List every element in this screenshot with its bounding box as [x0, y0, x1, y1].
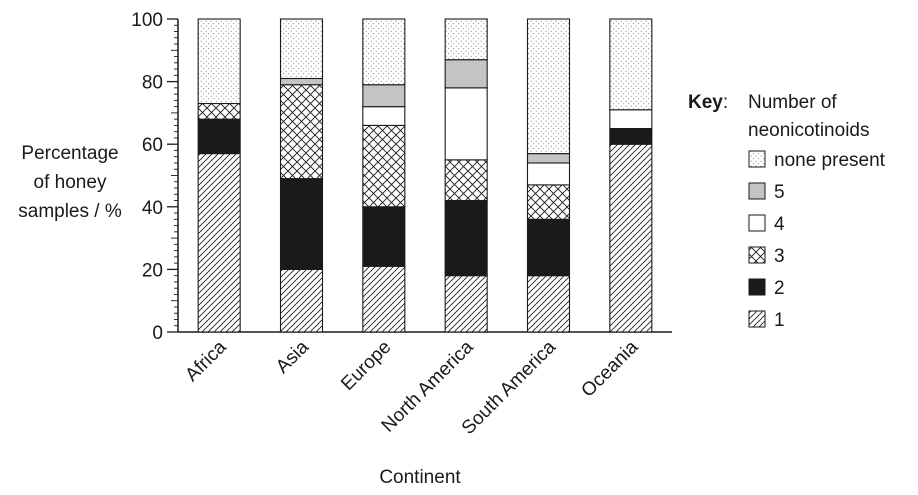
- x-axis-label: Continent: [379, 467, 461, 488]
- y-axis-label-line-1: Percentage: [21, 143, 118, 164]
- legend-label-5: 5: [774, 182, 785, 203]
- bar-segment-africa-1: [197, 153, 241, 333]
- y-axis-label-line-2: of honey: [34, 172, 107, 193]
- bar-segment-south-america-none-present: [526, 18, 571, 155]
- axes: 0 20 40 60 80 100: [131, 10, 672, 344]
- bar-segment-north-america-4: [444, 87, 488, 161]
- legend-title-line-1: Number of: [748, 92, 837, 113]
- legend-key-label: Key:: [688, 92, 728, 113]
- bar-segment-south-america-1: [526, 275, 571, 333]
- x-tick-label-africa: Africa: [182, 336, 231, 385]
- legend: Key: Number of neonicotinoids none prese…: [688, 92, 886, 331]
- bar-segment-africa-none-present: [197, 18, 241, 105]
- bar-segment-europe-5: [362, 84, 406, 108]
- bar-segment-europe-4: [362, 106, 406, 126]
- y-tick-label: 100: [131, 10, 163, 31]
- legend-swatch-4: [748, 214, 766, 232]
- bar-segment-europe-none-present: [362, 18, 406, 86]
- legend-label-1: 1: [774, 310, 785, 331]
- bar-segment-asia-5: [279, 77, 324, 86]
- bar-segment-asia-3: [279, 84, 324, 180]
- bar-segment-south-america-2: [526, 218, 571, 277]
- legend-label-none-present: none present: [774, 150, 886, 171]
- bar-segment-asia-1: [279, 268, 324, 333]
- bar-segment-africa-3: [197, 102, 241, 120]
- bar-segment-north-america-1: [444, 275, 488, 333]
- bar-segment-oceania-none-present: [609, 18, 653, 111]
- legend-label-3: 3: [774, 246, 785, 267]
- bar-segment-europe-2: [362, 206, 406, 267]
- bar-segment-oceania-2: [609, 128, 653, 145]
- bar-segment-south-america-4: [526, 162, 571, 186]
- bar-segment-asia-none-present: [279, 18, 324, 80]
- legend-title-line-2: neonicotinoids: [748, 120, 869, 141]
- legend-swatch-1: [748, 310, 766, 328]
- bar-segment-oceania-4: [609, 109, 653, 130]
- bar-segment-south-america-3: [526, 184, 571, 220]
- legend-swatch-5: [748, 182, 766, 200]
- y-tick-label: 60: [142, 135, 163, 156]
- bar-segment-north-america-none-present: [444, 18, 488, 61]
- y-tick-label: 20: [142, 260, 163, 281]
- x-tick-label-asia: Asia: [272, 336, 313, 377]
- y-tick-label: 80: [142, 73, 163, 94]
- x-tick-label-oceania: Oceania: [577, 336, 642, 401]
- legend-swatch-2: [748, 278, 766, 296]
- x-tick-label-europe: Europe: [337, 337, 395, 395]
- bar-segment-north-america-2: [444, 199, 488, 277]
- bars: [197, 18, 653, 333]
- bar-segment-europe-3: [362, 124, 406, 208]
- bar-segment-europe-1: [362, 265, 406, 333]
- legend-swatch-none-present: [748, 150, 766, 168]
- y-axis-label-line-3: samples / %: [18, 201, 122, 222]
- bar-segment-south-america-5: [526, 153, 571, 164]
- legend-label-4: 4: [774, 214, 785, 235]
- legend-swatch-3: [748, 246, 766, 264]
- bar-segment-north-america-5: [444, 59, 488, 89]
- bar-segment-north-america-3: [444, 159, 488, 202]
- bar-segment-oceania-1: [609, 143, 653, 333]
- legend-label-2: 2: [774, 278, 785, 299]
- y-tick-label: 40: [142, 198, 163, 219]
- bar-segment-asia-2: [279, 178, 324, 270]
- bar-segment-africa-2: [197, 118, 241, 155]
- y-tick-label: 0: [152, 323, 163, 344]
